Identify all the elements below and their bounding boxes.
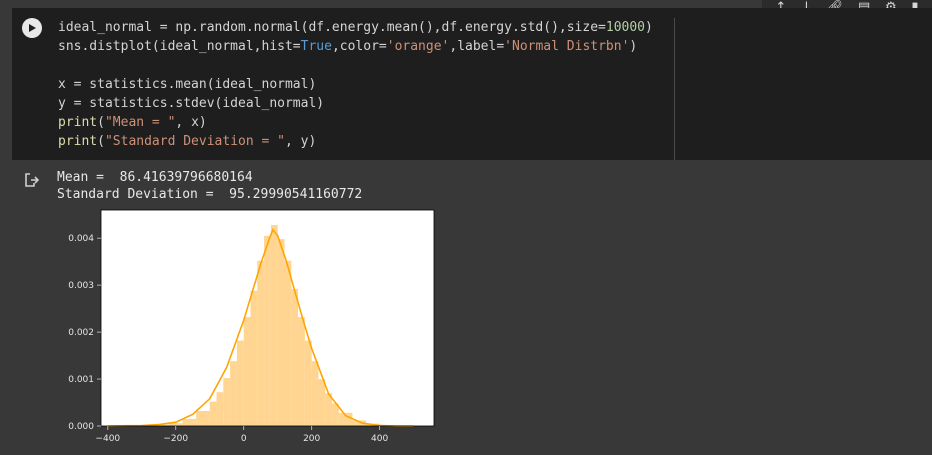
hist-bar: [277, 239, 285, 426]
hist-bar: [304, 340, 312, 426]
code-line-4: x = statistics.mean(ideal_normal): [58, 77, 317, 92]
hist-bar: [284, 260, 292, 426]
arrow-down-icon[interactable]: ↓: [801, 1, 812, 15]
hist-bar: [270, 225, 278, 426]
x-tick-label: 0: [241, 434, 247, 444]
distplot-chart: 0.000 0.001 0.002 0.003 0.004 −400 −200 0 200 40…: [68, 209, 435, 444]
output-icon[interactable]: [24, 172, 40, 188]
y-tick-label: 0.001: [68, 375, 94, 385]
hist-bar: [230, 361, 237, 426]
run-cell-button[interactable]: [22, 18, 42, 38]
hist-bar: [325, 393, 333, 426]
play-icon: [29, 24, 36, 32]
x-tick-label: −400: [95, 434, 120, 444]
y-tick-label: 0.003: [68, 281, 94, 291]
hist-bar: [250, 290, 258, 426]
hist-bar: [264, 235, 271, 426]
kde-line: [107, 228, 414, 427]
cell-output: Mean = 86.41639796680164 Standard Deviat…: [57, 169, 362, 203]
hist-bar: [196, 410, 210, 426]
y-tick-label: 0.002: [68, 328, 94, 338]
hist-bar: [257, 260, 265, 426]
hist-bar: [155, 424, 169, 426]
hist-bar: [311, 361, 319, 426]
hist-bar: [352, 420, 367, 426]
code-cell[interactable]: [12, 8, 932, 160]
y-tick-label: 0.000: [68, 422, 94, 432]
hist-bar: [182, 418, 197, 426]
x-tick-label: 400: [371, 434, 388, 444]
hist-bar: [243, 317, 251, 426]
ruler-line: [674, 18, 675, 160]
code-line-2: sns.distplot(ideal_normal,hist=True,colo…: [58, 39, 638, 54]
trash-icon[interactable]: ▮: [911, 1, 918, 15]
hist-bar: [223, 378, 231, 426]
arrow-up-icon[interactable]: ↑: [775, 1, 786, 15]
hist-bar: [338, 412, 353, 426]
code-line-6: print("Mean = ", x): [58, 115, 207, 130]
hist-bar: [332, 403, 339, 426]
code-line-5: y = statistics.stdev(ideal_normal): [58, 96, 325, 111]
code-line-7: print("Standard Deviation = ", y): [58, 134, 317, 149]
code-line-1: ideal_normal = np.random.normal(df.energ…: [58, 20, 653, 35]
hist-bar: [236, 340, 244, 426]
gear-icon[interactable]: ⚙: [885, 1, 897, 15]
x-tick-label: −200: [163, 434, 188, 444]
hist-bar: [168, 423, 183, 426]
hist-bar: [216, 392, 224, 426]
hist-bar: [291, 288, 299, 426]
hist-bar: [298, 317, 305, 426]
plot-frame: [100, 209, 435, 427]
y-tick-label: 0.004: [68, 234, 94, 244]
x-tick-label: 200: [303, 434, 320, 444]
std-output: Standard Deviation = 95.29990541160772: [57, 187, 363, 202]
hist-bar: [318, 379, 326, 426]
code-editor[interactable]: ideal_normal = np.random.normal(df.energ…: [58, 18, 653, 151]
mean-output: Mean = 86.41639796680164: [57, 170, 253, 185]
hist-bar: [209, 401, 217, 426]
